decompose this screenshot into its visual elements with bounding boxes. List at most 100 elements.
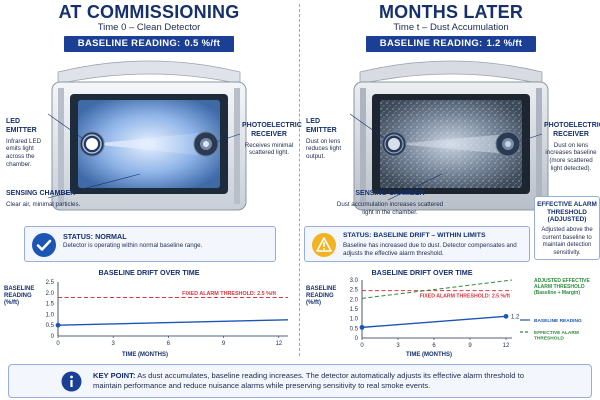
chamber-leader-line bbox=[47, 173, 141, 199]
baseline-drift-chart: 0 0.5 1.0 1.5 2.0 2.5 3.0 0 3 6 9 12 FIXED ALARM THR… bbox=[350, 278, 591, 349]
effective-threshold-label-line: ALARM THRESHOLD bbox=[534, 284, 585, 290]
photoelectric-receiver-icon bbox=[193, 131, 219, 157]
baseline-line bbox=[361, 315, 507, 329]
status-heading: STATUS: NORMAL bbox=[63, 232, 127, 241]
y-tick-label: 2.0 bbox=[46, 291, 55, 297]
baseline-line bbox=[57, 319, 289, 326]
baseline-end-label: 1.2 bbox=[511, 314, 520, 320]
led-emitter-callout: LED EMITTER Dust on lens reduces light o… bbox=[306, 118, 352, 161]
y-tick-label: 0 bbox=[51, 334, 55, 340]
x-tick-label: 0 bbox=[56, 341, 60, 347]
legend-label: BASELINE READING bbox=[534, 318, 582, 324]
dusty-detector-illustration bbox=[349, 60, 549, 211]
status-box: STATUS: NORMAL Detector is operating wit… bbox=[24, 226, 276, 262]
y-tick-label: 1.5 bbox=[46, 302, 55, 308]
y-tick-label: 3.0 bbox=[350, 278, 359, 284]
effective-threshold-label-line: ADJUSTED EFFECTIVE bbox=[534, 278, 591, 284]
baseline-drift-chart: 0 0.5 1.0 1.5 2.0 2.5 0 3 6 9 12 FIXED ALARM THRESH… bbox=[46, 280, 289, 347]
baseline-reading-banner: BASELINE READING: 1.2 %/ft bbox=[366, 36, 536, 52]
panel-subtitle: Time 0 – Clean Detector bbox=[97, 22, 201, 33]
receiver-text: Receives minimal scattered light. bbox=[244, 141, 294, 157]
y-axis-label: BASELINE READING (%/ft) bbox=[306, 286, 337, 307]
x-tick-label: 9 bbox=[468, 343, 472, 349]
chamber-leader-line bbox=[387, 173, 443, 201]
panel-subtitle: Time t – Dust Accumulation bbox=[393, 22, 509, 33]
sensing-chamber-title: SENSING CHAMBER bbox=[6, 190, 76, 197]
y-axis-label: BASELINE READING (%/ft) bbox=[4, 286, 35, 307]
baseline-reading-value: 1.2 %/ft bbox=[486, 38, 523, 49]
receiver-text: Dust on lens increases baseline (more sc… bbox=[545, 141, 597, 172]
y-tick-label: 1.0 bbox=[350, 317, 359, 323]
x-axis-label: TIME (MONTHS) bbox=[406, 352, 452, 358]
legend-label-line: THRESHOLD bbox=[534, 336, 564, 342]
receiver-title: PHOTOELECTRIC RECEIVER bbox=[242, 122, 302, 138]
led-leader-line bbox=[47, 113, 83, 139]
led-emitter-text: Dust on lens reduces light output. bbox=[306, 137, 342, 161]
baseline-reading-value: 0.5 %/ft bbox=[184, 38, 221, 49]
effective-alarm-threshold-text: Adjusted above the current baseline to m… bbox=[541, 227, 593, 256]
y-tick-label: 2.0 bbox=[350, 297, 359, 303]
key-point-label: KEY POINT: bbox=[93, 371, 136, 380]
baseline-point bbox=[503, 313, 509, 319]
x-tick-label: 3 bbox=[112, 341, 116, 347]
key-point-text: KEY POINT: As dust accumulates, baseline… bbox=[93, 371, 533, 392]
legend-label: EFFECTIVE ALARM THRESHOLD bbox=[534, 330, 579, 342]
led-leader-line bbox=[349, 113, 385, 139]
info-circle-icon bbox=[61, 371, 82, 392]
y-tick-label: 0 bbox=[355, 336, 359, 342]
x-tick-label: 12 bbox=[503, 343, 510, 349]
sensing-chamber-text: Dust accumulation increases scattered li… bbox=[336, 200, 444, 216]
baseline-reading-banner: BASELINE READING: 0.5 %/ft bbox=[64, 36, 234, 52]
led-emitter-title: LED EMITTER bbox=[306, 118, 337, 134]
x-tick-label: 3 bbox=[396, 343, 400, 349]
effective-alarm-threshold-box: EFFECTIVE ALARM THRESHOLD (ADJUSTED) Adj… bbox=[534, 196, 600, 260]
effective-line bbox=[361, 279, 513, 299]
chart-title: BASELINE DRIFT OVER TIME bbox=[371, 268, 473, 277]
receiver-callout: PHOTOELECTRIC RECEIVER Receives minimal … bbox=[242, 122, 302, 157]
legend-label-line: BASELINE READING bbox=[534, 318, 582, 324]
led-emitter-title: LED EMITTER bbox=[6, 118, 37, 134]
y-tick-label: 1.0 bbox=[46, 312, 55, 318]
effective-alarm-threshold-heading: EFFECTIVE ALARM THRESHOLD (ADJUSTED) bbox=[537, 201, 597, 224]
receiver-callout: PHOTOELECTRIC RECEIVER Dust on lens incr… bbox=[544, 122, 600, 173]
status-text: Detector is operating within normal base… bbox=[63, 242, 203, 249]
x-tick-label: 12 bbox=[275, 341, 282, 347]
x-axis-label: TIME (MONTHS) bbox=[122, 352, 168, 358]
sensing-chamber-callout: SENSING CHAMBER Clear air, minimal parti… bbox=[6, 190, 86, 209]
status-text: Baseline has increased due to dust. Dete… bbox=[343, 242, 517, 258]
commissioning-panel: AT COMMISSIONING Time 0 – Clean Detector… bbox=[0, 0, 302, 360]
baseline-start-point bbox=[359, 324, 365, 330]
light-beam bbox=[394, 134, 508, 154]
y-tick-label: 2.5 bbox=[46, 280, 55, 286]
y-tick-label: 1.5 bbox=[350, 307, 359, 313]
receiver-title: PHOTOELECTRIC RECEIVER bbox=[544, 122, 600, 138]
x-tick-label: 9 bbox=[222, 341, 226, 347]
baseline-reading-label: BASELINE READING: bbox=[77, 38, 181, 49]
key-point-box: KEY POINT: As dust accumulates, baseline… bbox=[8, 364, 592, 398]
clean-detector-illustration bbox=[47, 60, 247, 211]
led-emitter-text: Infrared LED emits light across the cham… bbox=[6, 137, 42, 168]
months-later-panel: MONTHS LATER Time t – Dust Accumulation … bbox=[302, 0, 600, 360]
panel-title: MONTHS LATER bbox=[378, 2, 524, 22]
panel-title: AT COMMISSIONING bbox=[58, 2, 240, 22]
photoelectric-receiver-icon bbox=[495, 131, 521, 157]
fixed-threshold-label: FIXED ALARM THRESHOLD: 2.5 %/ft bbox=[182, 291, 276, 297]
checkmark-circle-icon bbox=[32, 233, 56, 257]
y-tick-label: 0.5 bbox=[350, 326, 359, 332]
baseline-reading-label: BASELINE READING: bbox=[379, 38, 483, 49]
key-point-body: As dust accumulates, baseline reading in… bbox=[93, 371, 524, 391]
x-tick-label: 6 bbox=[432, 343, 436, 349]
legend-label-line: EFFECTIVE ALARM bbox=[534, 330, 579, 336]
dust-particles bbox=[380, 100, 522, 188]
receiver-leader-line bbox=[215, 133, 241, 143]
effective-threshold-label: ADJUSTED EFFECTIVE ALARM THRESHOLD (Baseli… bbox=[534, 278, 591, 296]
sensing-chamber-text: Clear air, minimal particles. bbox=[6, 200, 81, 208]
fixed-threshold-label: FIXED ALARM THRESHOLD: 2.5 %/ft bbox=[420, 294, 511, 300]
y-tick-label: 2.5 bbox=[350, 288, 359, 294]
led-emitter-icon bbox=[79, 131, 105, 157]
effective-threshold-label-line: (Baseline + Margin) bbox=[534, 290, 580, 296]
baseline-point bbox=[55, 322, 61, 328]
status-box: STATUS: BASELINE DRIFT – WITHIN LIMITS B… bbox=[304, 226, 530, 262]
led-emitter-icon bbox=[381, 131, 407, 157]
x-tick-label: 0 bbox=[360, 343, 364, 349]
